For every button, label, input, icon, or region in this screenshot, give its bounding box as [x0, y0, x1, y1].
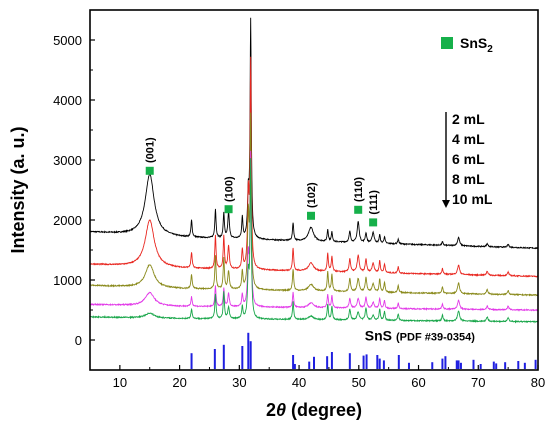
volume-legend-label: 10 mL [452, 191, 493, 207]
x-axis-title-prefix: 2 [266, 400, 276, 420]
volume-legend-label: 8 mL [452, 171, 485, 187]
axis-ticks: 10 20 30 40 50 60 70 80 0 1000 2000 3000 4000 5000 [53, 33, 545, 390]
x-axis-title-theta: θ [276, 400, 286, 420]
x-axis-title: 2θ (degree) [266, 400, 362, 420]
x-tick-label: 40 [292, 375, 306, 390]
y-tick-label: 5000 [53, 33, 82, 48]
legend-sns2: SnS2 [441, 35, 493, 55]
series-line [89, 56, 539, 278]
y-tick-label: 4000 [53, 93, 82, 108]
series-line [89, 150, 539, 312]
volume-legend: 2 mL 4 mL 6 mL 8 mL 10 mL [442, 111, 493, 208]
x-tick-label: 80 [531, 375, 545, 390]
legend-sns2-sub: 2 [487, 44, 493, 55]
arrow-down-icon [442, 200, 450, 208]
legend-sns2-main: SnS [460, 35, 487, 51]
sns2-marker [354, 205, 363, 214]
peak-label: (102) [306, 182, 318, 208]
peak-label: (001) [145, 137, 157, 163]
series-line [89, 17, 539, 250]
volume-legend-label: 2 mL [452, 111, 485, 127]
x-tick-label: 30 [232, 375, 246, 390]
series-curves [89, 17, 539, 324]
reference-label-main: SnS [365, 328, 392, 344]
legend-green-square-icon [441, 37, 453, 49]
volume-legend-label: 4 mL [452, 131, 485, 147]
y-tick-label: 2000 [53, 213, 82, 228]
reference-label-sub: (PDF #39-0354) [396, 332, 475, 344]
x-tick-label: 70 [471, 375, 485, 390]
x-tick-label: 20 [172, 375, 186, 390]
peak-label: (100) [224, 176, 236, 202]
y-tick-label: 0 [75, 333, 82, 348]
volume-legend-label: 6 mL [452, 151, 485, 167]
reference-label: SnS (PDF #39-0354) [365, 328, 475, 344]
legend-sns2-label: SnS2 [460, 35, 493, 55]
reference-lines [190, 332, 537, 369]
x-tick-label: 50 [352, 375, 366, 390]
sns2-marker [369, 218, 378, 227]
x-axis-title-suffix: (degree) [286, 400, 362, 420]
peak-label: (111) [368, 190, 380, 215]
sns2-marker [145, 166, 154, 175]
x-tick-label: 60 [411, 375, 425, 390]
x-tick-label: 10 [113, 375, 127, 390]
y-tick-label: 3000 [53, 153, 82, 168]
y-tick-label: 1000 [53, 273, 82, 288]
peak-annotations: (001) (100) (102) (110)(111) [145, 137, 380, 227]
y-axis-title: Intensity (a. u.) [8, 126, 28, 253]
sns2-marker [307, 211, 316, 220]
sns2-marker [224, 205, 233, 214]
series-line [89, 112, 539, 297]
peak-label: (110) [353, 177, 365, 202]
series-line [89, 158, 539, 324]
